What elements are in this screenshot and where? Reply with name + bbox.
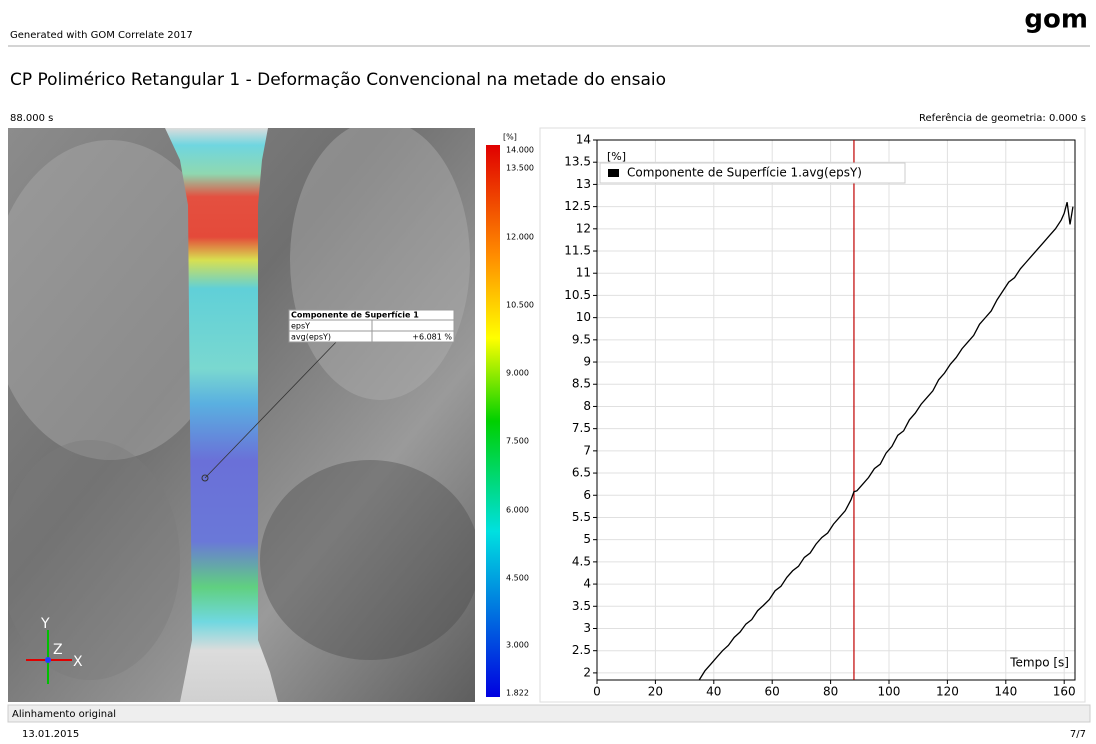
y-tick-label: 2.5 bbox=[572, 643, 591, 657]
y-axis-label: [%] bbox=[607, 150, 626, 163]
triad-z bbox=[45, 657, 51, 663]
y-tick-label: 7.5 bbox=[572, 421, 591, 435]
colorbar-unit: [%] bbox=[503, 133, 517, 142]
y-tick-label: 8 bbox=[583, 399, 591, 413]
y-tick-label: 5 bbox=[583, 532, 591, 546]
cloth-fold bbox=[290, 128, 470, 400]
y-tick-label: 12.5 bbox=[564, 199, 591, 213]
legend-box bbox=[599, 162, 906, 184]
y-tick-label: 12 bbox=[576, 221, 591, 235]
x-tick-label: 40 bbox=[706, 685, 721, 699]
legend-swatch bbox=[608, 169, 619, 177]
generator-note: Generated with GOM Correlate 2017 bbox=[10, 30, 193, 41]
colorbar-label: 9.000 bbox=[506, 369, 529, 378]
specimen bbox=[165, 128, 278, 702]
y-tick-label: 4 bbox=[583, 577, 591, 591]
report-date: 13.01.2015 bbox=[22, 729, 79, 740]
page-number: 7/7 bbox=[1070, 729, 1086, 740]
colorbar-label: 4.500 bbox=[506, 574, 529, 583]
y-tick-label: 11 bbox=[576, 266, 591, 280]
y-tick-label: 11.5 bbox=[564, 244, 591, 258]
x-tick-label: 0 bbox=[593, 685, 601, 699]
report-title: CP Polimérico Retangular 1 - Deformação … bbox=[10, 70, 666, 90]
y-tick-label: 14 bbox=[576, 133, 591, 147]
cloth-fold bbox=[8, 140, 230, 460]
x-tick-label: 140 bbox=[994, 685, 1017, 699]
triad-label: Y bbox=[40, 616, 50, 632]
logo: gom bbox=[1024, 5, 1088, 35]
cloth-fold bbox=[8, 440, 180, 680]
x-tick-label: 60 bbox=[765, 685, 780, 699]
y-tick-label: 7 bbox=[583, 443, 591, 457]
specimen-image: Componente de Superfície 1 epsY avg(epsY… bbox=[8, 128, 475, 702]
x-tick-label: 160 bbox=[1053, 685, 1076, 699]
y-tick-label: 6 bbox=[583, 488, 591, 502]
y-tick-label: 3 bbox=[583, 621, 591, 635]
chart: 2 2.5 3 3.5 4 4.5 5 5.5 6 6.5 7 7.5 8 8.5 9 9.5 10 10.5 11… bbox=[564, 133, 1075, 699]
time-label: 88.000 s bbox=[10, 113, 53, 124]
status-bar bbox=[7, 704, 1091, 723]
triad-label: X bbox=[73, 654, 83, 670]
probe-title: Componente de Superfície 1 bbox=[291, 311, 419, 320]
y-tick-label: 13.5 bbox=[564, 155, 591, 169]
x-tick-label: 120 bbox=[936, 685, 959, 699]
colorbar-label: 14.000 bbox=[506, 146, 534, 155]
y-tick-label: 13 bbox=[576, 177, 591, 191]
y-tick-label: 4.5 bbox=[572, 554, 591, 568]
y-tick-label: 10 bbox=[576, 310, 591, 324]
chart-panel bbox=[539, 127, 1086, 703]
probe-point bbox=[201, 474, 209, 482]
y-tick-label: 3.5 bbox=[572, 599, 591, 613]
probe-row-label: avg(epsY) bbox=[291, 333, 331, 342]
y-tick-label: 2 bbox=[583, 665, 591, 679]
y-tick-label: 9.5 bbox=[572, 332, 591, 346]
probe-row-label: epsY bbox=[291, 322, 310, 331]
x-tick-label: 80 bbox=[823, 685, 838, 699]
y-tick-label: 6.5 bbox=[572, 466, 591, 480]
legend-label: Componente de Superfície 1.avg(epsY) bbox=[627, 166, 862, 180]
plot-frame bbox=[596, 139, 1076, 681]
colorbar-label: 1.822 bbox=[506, 689, 529, 698]
y-tick-label: 9 bbox=[583, 355, 591, 369]
colorbar-label: 3.000 bbox=[506, 641, 529, 650]
cloth-fold bbox=[260, 460, 475, 660]
y-tick-label: 5.5 bbox=[572, 510, 591, 524]
x-axis-label: Tempo [s] bbox=[1009, 656, 1069, 670]
series-line bbox=[698, 202, 1074, 681]
y-tick-label: 10.5 bbox=[564, 288, 591, 302]
x-tick-label: 20 bbox=[648, 685, 663, 699]
colorbar bbox=[486, 145, 500, 697]
y-tick-label: 8.5 bbox=[572, 377, 591, 391]
probe-value: +6.081 % bbox=[412, 333, 452, 342]
triad-label: Z bbox=[53, 642, 63, 658]
x-tick-label: 100 bbox=[878, 685, 901, 699]
colorbar-label: 10.500 bbox=[506, 301, 534, 310]
colorbar-label: 12.000 bbox=[506, 233, 534, 242]
probe-leader bbox=[204, 337, 341, 479]
colorbar-label: 13.500 bbox=[506, 164, 534, 173]
colorbar-labels: 14.000 13.500 12.000 10.500 9.000 7.500 6.000 4… bbox=[506, 146, 534, 698]
status-text: Alinhamento original bbox=[12, 709, 116, 720]
colorbar-label: 7.500 bbox=[506, 437, 529, 446]
reference-label: Referência de geometria: 0.000 s bbox=[919, 112, 1086, 124]
colorbar-label: 6.000 bbox=[506, 506, 529, 515]
